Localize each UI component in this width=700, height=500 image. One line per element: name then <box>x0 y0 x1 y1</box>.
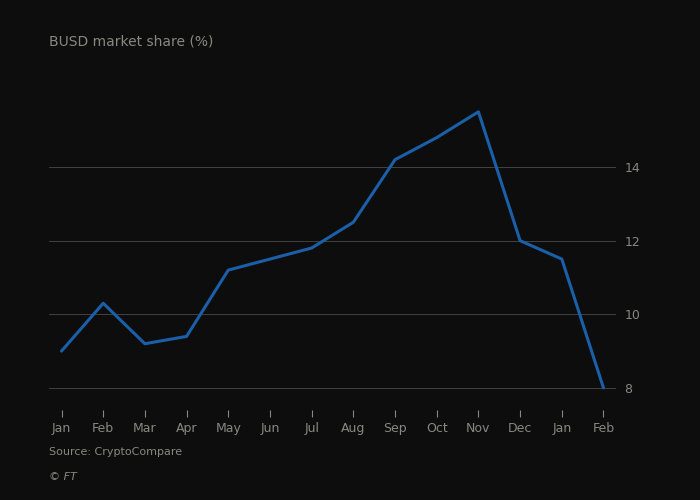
Text: © FT: © FT <box>49 472 77 482</box>
Text: BUSD market share (%): BUSD market share (%) <box>49 35 214 49</box>
Text: Source: CryptoCompare: Source: CryptoCompare <box>49 447 182 457</box>
